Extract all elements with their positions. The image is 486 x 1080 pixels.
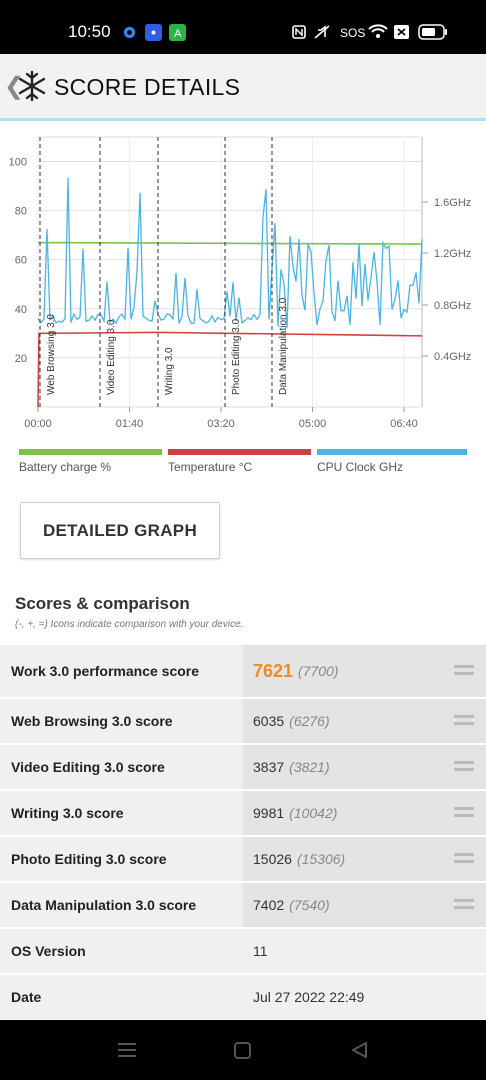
cpu-clock-line (37, 177, 423, 329)
info-row: OS Version 11 (0, 929, 486, 975)
test-marker-label: Photo Editing 3.0 (231, 318, 242, 395)
battery-icon (418, 24, 447, 40)
score-label: Data Manipulation 3.0 score (11, 897, 197, 913)
y-tick-label: 100 (9, 157, 27, 169)
section-subtitle: (-, +, =) Icons indicate comparison with… (15, 619, 244, 630)
score-value: 9981 (253, 805, 285, 821)
test-marker-label: Video Editing 3.0 (106, 319, 117, 395)
score-label: Web Browsing 3.0 score (11, 713, 173, 729)
legend-battery-label: Battery charge % (19, 460, 112, 474)
legend-battery-swatch (19, 449, 162, 455)
info-label: Date (11, 989, 42, 1005)
equal-comparison-icon (454, 853, 474, 865)
detailed-graph-button[interactable]: DETAILED GRAPH (20, 502, 220, 559)
legend-cpu: CPU Clock GHz (317, 449, 467, 479)
back-nav-icon[interactable] (350, 1041, 368, 1059)
score-reference: (3821) (289, 759, 330, 775)
score-value: 15026 (253, 851, 292, 867)
equal-comparison-icon (454, 807, 474, 819)
home-nav-icon[interactable] (234, 1042, 251, 1059)
x-tick-label: 01:40 (116, 418, 144, 430)
score-value: 6035 (253, 713, 285, 729)
score-row: Video Editing 3.0 score 3837 (3821) (0, 745, 486, 791)
legend-temperature-swatch (168, 449, 311, 455)
x-tick-label: 03:20 (207, 418, 235, 430)
score-reference: (7700) (298, 663, 339, 679)
x-tick-label: 00:00 (24, 418, 52, 430)
legend-cpu-swatch (317, 449, 467, 455)
battery-line (37, 241, 423, 245)
app-a-icon: A (169, 24, 186, 41)
svg-text:A: A (174, 28, 182, 40)
score-row: Work 3.0 performance score 7621 (7700) (0, 645, 486, 699)
settings-gear-icon (123, 26, 136, 39)
score-label: Writing 3.0 score (11, 805, 124, 821)
sos-label: SOS (340, 26, 366, 40)
nfc-icon (292, 25, 306, 39)
y-right-tick-label: 1.2GHz (434, 248, 471, 260)
score-row: Web Browsing 3.0 score 6035 (6276) (0, 699, 486, 745)
y-tick-label: 60 (15, 255, 27, 267)
score-reference: (15306) (296, 851, 346, 867)
status-time: 10:50 (68, 22, 111, 41)
score-row: Data Manipulation 3.0 score 7402 (7540) (0, 883, 486, 929)
test-marker-label: Writing 3.0 (164, 347, 175, 395)
y-right-tick-label: 0.8GHz (434, 300, 471, 312)
score-value-cell: 15026 (15306) (243, 837, 486, 881)
mute-icon (314, 25, 330, 39)
score-value-cell: 7621 (7700) (243, 645, 486, 697)
y-tick-label: 40 (15, 304, 27, 316)
score-value: 7402 (253, 897, 285, 913)
score-value-cell: 6035 (6276) (243, 699, 486, 743)
close-notification-icon (394, 25, 409, 39)
score-value-cell: 7402 (7540) (243, 883, 486, 927)
section-title: Scores & comparison (15, 594, 190, 613)
page-title: SCORE DETAILS (54, 74, 241, 100)
score-label: Video Editing 3.0 score (11, 759, 165, 775)
equal-comparison-icon (454, 761, 474, 773)
equal-comparison-icon (454, 899, 474, 911)
navigation-bar (0, 1020, 486, 1080)
y-tick-label: 80 (15, 206, 27, 218)
score-label: Photo Editing 3.0 score (11, 851, 167, 867)
info-label: OS Version (11, 943, 86, 959)
score-label: Work 3.0 performance score (11, 663, 200, 679)
legend-temperature-label: Temperature °C (168, 460, 253, 474)
x-tick-label: 06:40 (390, 418, 418, 430)
score-value-cell: 9981 (10042) (243, 791, 486, 835)
y-tick-label: 20 (15, 353, 27, 365)
equal-comparison-icon (454, 715, 474, 727)
legend-temperature: Temperature °C (168, 449, 311, 479)
status-bar: 10:50 A SOS (0, 0, 486, 54)
y-right-tick-label: 1.6GHz (434, 197, 471, 209)
wifi-icon (368, 24, 388, 38)
test-marker-label: Data Manipulation 3.0 (278, 297, 289, 395)
info-value: 11 (253, 943, 268, 959)
score-reference: (6276) (289, 713, 330, 729)
temperature-line (37, 331, 423, 408)
legend-cpu-label: CPU Clock GHz (317, 460, 404, 474)
info-value: Jul 27 2022 22:49 (253, 989, 365, 1005)
info-value-cell: 11 (243, 929, 486, 973)
performance-chart: 100 80 60 40 20 00:00 01:40 03:20 05:00 06:40 1.6G… (9, 136, 471, 430)
score-row: Photo Editing 3.0 score 15026 (15306) (0, 837, 486, 883)
test-marker-label: Web Browsing 3.0 (46, 314, 57, 395)
hotspot-app-icon (145, 24, 162, 41)
snowflake-logo-icon (18, 70, 46, 102)
menu-nav-icon[interactable] (118, 1042, 136, 1058)
score-value-cell: 3837 (3821) (243, 745, 486, 789)
score-value: 7621 (253, 660, 294, 681)
info-value-cell: Jul 27 2022 22:49 (243, 975, 486, 1019)
equal-comparison-icon (454, 665, 474, 677)
legend-battery: Battery charge % (19, 449, 162, 479)
score-row: Writing 3.0 score 9981 (10042) (0, 791, 486, 837)
score-reference: (10042) (289, 805, 338, 821)
score-value: 3837 (253, 759, 285, 775)
info-row: Date Jul 27 2022 22:49 (0, 975, 486, 1021)
x-tick-label: 05:00 (299, 418, 327, 430)
scores-table: Work 3.0 performance score 7621 (7700) We… (0, 645, 486, 1021)
y-right-tick-label: 0.4GHz (434, 351, 471, 363)
app-bar: ❮ SCORE DETAILS (0, 54, 486, 121)
score-reference: (7540) (289, 897, 330, 913)
